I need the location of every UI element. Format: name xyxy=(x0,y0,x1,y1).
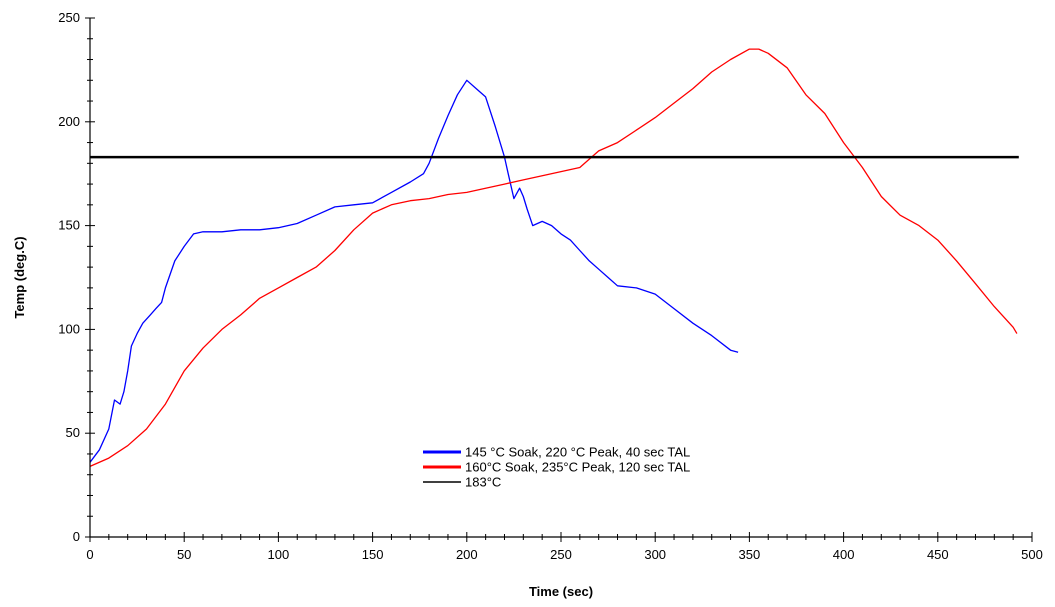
y-axis-title: Temp (deg.C) xyxy=(12,236,27,318)
legend-label-1: 145 °C Soak, 220 °C Peak, 40 sec TAL xyxy=(465,445,690,460)
axes: 0 50 100 150 200 250 0 50 100 150 200 250 300 350 400… xyxy=(58,10,1043,562)
x-tick-label: 200 xyxy=(456,547,478,562)
legend: 145 °C Soak, 220 °C Peak, 40 sec TAL160°… xyxy=(423,445,690,490)
y-tick-label: 0 xyxy=(73,529,80,544)
x-axis-title: Time (sec) xyxy=(529,584,593,599)
y-tick-label: 200 xyxy=(58,114,80,129)
x-tick-label: 0 xyxy=(86,547,93,562)
series-line-1 xyxy=(89,79,739,463)
x-tick-label: 500 xyxy=(1021,547,1043,562)
x-tick-label: 250 xyxy=(550,547,572,562)
legend-label-3: 183°C xyxy=(465,475,501,490)
x-tick-label: 400 xyxy=(833,547,855,562)
y-tick-label: 100 xyxy=(58,321,80,336)
x-tick-label: 450 xyxy=(927,547,949,562)
x-ticks: 0 50 100 150 200 250 300 350 400 450 500 xyxy=(86,532,1043,562)
plot-area xyxy=(89,48,1019,467)
x-tick-label: 300 xyxy=(644,547,666,562)
y-tick-label: 50 xyxy=(66,425,80,440)
series-line-2 xyxy=(89,48,1018,467)
y-tick-label: 150 xyxy=(58,218,80,233)
x-tick-label: 150 xyxy=(362,547,384,562)
legend-label-2: 160°C Soak, 235°C Peak, 120 sec TAL xyxy=(465,460,690,475)
y-ticks: 0 50 100 150 200 250 xyxy=(58,10,95,544)
x-tick-label: 100 xyxy=(268,547,290,562)
x-tick-label: 350 xyxy=(739,547,761,562)
x-tick-label: 50 xyxy=(177,547,191,562)
y-tick-label: 250 xyxy=(58,10,80,25)
